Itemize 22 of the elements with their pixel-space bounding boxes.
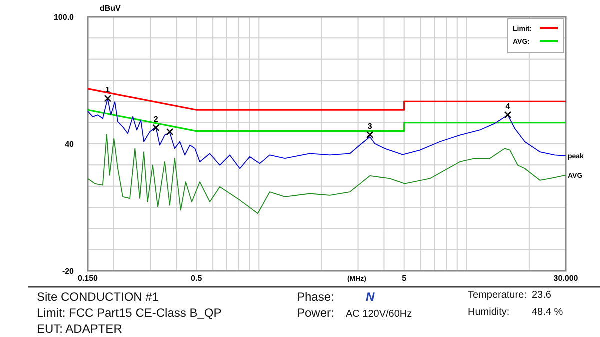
text: 23.6	[532, 290, 552, 301]
y-tick-label: 40	[65, 140, 75, 149]
annotation: 4	[506, 102, 511, 111]
annotation: 2	[154, 114, 159, 124]
text: 48.4 %	[532, 307, 564, 318]
text: Temperature:	[468, 290, 527, 301]
text: Phase:	[297, 290, 334, 304]
text: AC 120V/60Hz	[346, 309, 412, 320]
annotation: 3	[368, 122, 373, 131]
text: Site CONDUCTION #1	[37, 290, 160, 304]
x-tick-label: 0.150	[78, 274, 99, 283]
text: Limit: FCC Part15 CE-Class B_QP	[37, 306, 222, 320]
text: Power:	[297, 306, 334, 320]
text: Humidity:	[468, 307, 510, 318]
text: EUT: ADAPTER	[37, 322, 123, 336]
x-tick-label: 5	[402, 274, 408, 283]
y-axis-title: dBuV	[100, 4, 122, 13]
x-tick-label: 0.5	[191, 274, 203, 283]
text: N	[366, 290, 375, 304]
x-tick-label: 30.000	[554, 274, 579, 283]
y-tick-label: -20	[62, 266, 75, 276]
y-tick-label: 100.0	[54, 12, 75, 22]
